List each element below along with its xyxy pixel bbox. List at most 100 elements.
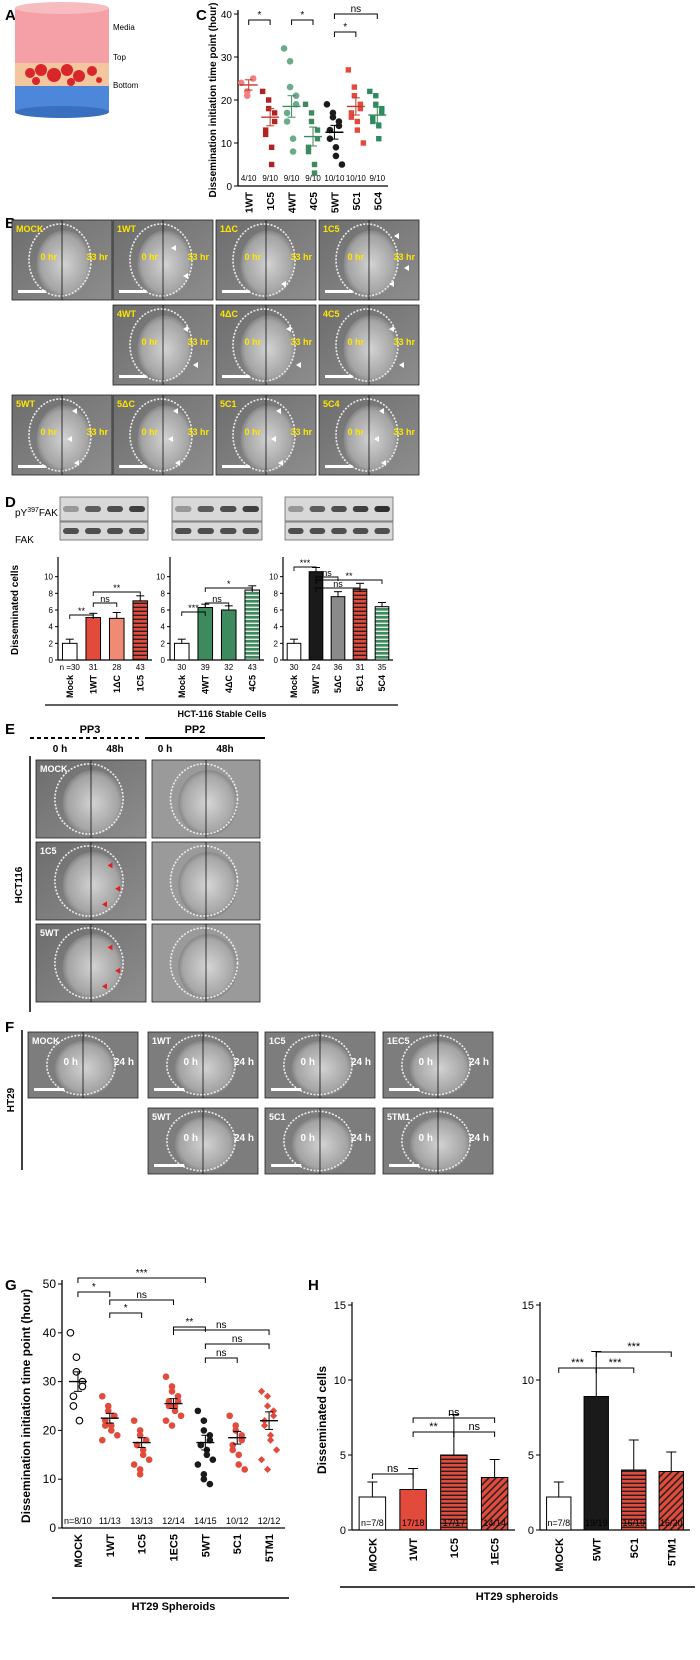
data-point [69, 1392, 78, 1401]
data-point [269, 1407, 278, 1415]
data-point [130, 1461, 138, 1468]
significance-bracket [248, 19, 271, 25]
data-point [257, 1456, 266, 1464]
category-label: 5TM1 [666, 1538, 678, 1566]
chart-h: Disseminated cells 0 5 10 15 n=7/8 MOCK 17/18 1W… [315, 1300, 695, 1603]
category-label: 4C5 [309, 192, 320, 211]
data-point [269, 1412, 278, 1420]
y-tick-label: 6 [49, 606, 54, 615]
micrograph: MOCK [35, 759, 147, 839]
category-label: 1WT [88, 675, 98, 695]
count-label: 10/12 [226, 1516, 249, 1526]
significance-label: * [227, 579, 231, 589]
data-point [232, 1427, 240, 1434]
data-point [357, 105, 364, 112]
spheroid-outline [335, 308, 399, 382]
data-point [197, 1441, 205, 1449]
time-header: 48h [216, 744, 233, 755]
spheroid-outline [129, 398, 193, 472]
data-point [348, 110, 355, 116]
time-label: 0 hr [244, 337, 261, 347]
spheroid-outline [401, 1110, 471, 1172]
bar [583, 1396, 609, 1531]
arrow-marker [115, 967, 121, 974]
spheroid-left [36, 405, 92, 473]
scale-bar [389, 1088, 420, 1091]
micrograph: 0 hr 33 hr 1C5 [318, 219, 420, 301]
micrograph: 0 hr 33 hr 1ΔC [215, 219, 317, 301]
time-label: 33 hr [290, 427, 312, 437]
spheroid-outline [129, 223, 193, 297]
data-point [66, 1328, 75, 1337]
significance-bracket [109, 1312, 143, 1318]
micrograph: 0 hr 33 hr MOCK [11, 219, 113, 301]
y-tick-label: 5 [340, 1450, 346, 1462]
significance-label: ns [216, 1348, 227, 1359]
panel-label-g: G [5, 1277, 17, 1294]
data-point [168, 1383, 176, 1390]
bar [286, 642, 302, 661]
micrograph: 0 hr 33 hr 5ΔC [112, 394, 214, 476]
blot-band [352, 506, 369, 512]
n-label: 36 [334, 663, 343, 672]
data-point [360, 140, 367, 146]
data-point [348, 114, 355, 120]
arrow-marker [173, 408, 178, 414]
significance-label: *** [136, 1268, 148, 1279]
micrograph: 0 hr 33 hr 4WT [112, 304, 214, 386]
n-label: 35 [378, 663, 387, 672]
spheroid-outline [169, 845, 239, 917]
scale-bar [325, 375, 353, 378]
arrow-marker [183, 326, 188, 332]
data-point [370, 114, 376, 120]
data-point [101, 1417, 109, 1424]
spheroid-left [343, 405, 399, 473]
significance-bracket [293, 566, 317, 571]
n-label: 31 [89, 663, 98, 672]
condition-label: MOCK [32, 1036, 60, 1046]
data-point [241, 1466, 249, 1473]
condition-label: 1C5 [323, 224, 340, 234]
bar [399, 1489, 427, 1531]
n-label: 17/18 [402, 1518, 425, 1528]
data-point [174, 1392, 182, 1400]
spheroid-left [137, 230, 193, 298]
y-axis-label: Disseminated cells [10, 565, 21, 655]
blot-band [288, 506, 304, 512]
spheroid-outline [129, 308, 193, 382]
scale-bar [271, 1164, 302, 1167]
condition-label: 4ΔC [220, 309, 238, 319]
time-label: 0 hr [244, 252, 261, 262]
time-label: 0 hr [347, 252, 364, 262]
data-point [206, 1480, 214, 1488]
data-point [379, 110, 385, 116]
scale-bar [154, 1088, 185, 1091]
data-point [98, 1436, 106, 1444]
data-point [311, 170, 318, 176]
data-point [110, 1412, 118, 1420]
arrow-marker [102, 983, 107, 990]
scale-bar [18, 290, 46, 293]
arrow-marker [296, 362, 301, 368]
micrograph: 0 h 24 h 1C5 [264, 1031, 376, 1099]
n-label: 43 [248, 663, 257, 672]
blot-band [197, 528, 214, 534]
micrograph: 0 hr 33 hr 4C5 [318, 304, 420, 386]
category-label: 5ΔC [333, 675, 343, 693]
time-label: 0 h [301, 1057, 315, 1068]
category-label: Mock [177, 674, 187, 698]
y-tick-label: 10 [44, 573, 53, 582]
condition-label: 1C5 [269, 1036, 286, 1046]
significance-bracket [92, 591, 141, 596]
data-point [165, 1402, 173, 1410]
significance-label: *** [300, 558, 311, 568]
blot-band [85, 528, 101, 534]
count-label: 12/14 [162, 1516, 185, 1526]
y-tick-label: 20 [43, 1423, 57, 1437]
data-point [308, 110, 315, 116]
y-tick-label: 8 [49, 589, 54, 598]
condition-label: MOCK [40, 764, 68, 774]
micrograph: 1C5 [35, 841, 147, 921]
significance-bracket [77, 1291, 111, 1297]
panel-label-d: D [5, 494, 16, 511]
